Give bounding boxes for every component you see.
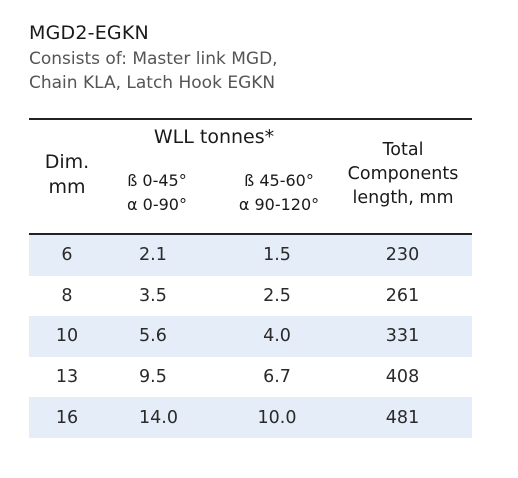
header-wll-range-1: ß 0-45° α 0-90°	[111, 169, 203, 217]
product-description: Consists of: Master link MGD, Chain KLA,…	[29, 47, 278, 95]
table-header-rule	[29, 233, 472, 235]
header-alpha-range: α 0-90°	[127, 195, 187, 214]
header-alpha-range: α 90-120°	[238, 195, 320, 214]
cell-wll-2: 10.0	[257, 407, 297, 428]
cell-length: 408	[385, 367, 420, 388]
table-row: 6 2.1 1.5 230	[29, 235, 472, 276]
header-dim: Dim. mm	[29, 150, 105, 200]
header-wll-range-2: ß 45-60° α 90-120°	[223, 169, 335, 217]
table-row: 13 9.5 6.7 408	[29, 357, 472, 398]
cell-wll-1: 14.0	[139, 407, 178, 428]
table-row: 16 14.0 10.0 481	[29, 397, 472, 438]
header-beta-range: ß 0-45°	[127, 171, 187, 190]
table-row: 8 3.5 2.5 261	[29, 276, 472, 317]
header-total-line: Components	[347, 164, 459, 184]
table-row: 10 5.6 4.0 331	[29, 316, 472, 357]
cell-wll-1: 9.5	[139, 367, 167, 388]
header-beta-range: ß 45-60°	[244, 171, 314, 190]
cell-length: 261	[385, 285, 420, 306]
cell-wll-2: 6.7	[263, 367, 291, 388]
cell-dim: 10	[55, 326, 79, 347]
cell-dim: 6	[61, 245, 73, 266]
cell-wll-2: 1.5	[263, 245, 291, 266]
cell-dim: 13	[55, 367, 79, 388]
cell-wll-1: 3.5	[139, 285, 167, 306]
header-wll: WLL tonnes*	[153, 126, 275, 148]
cell-length: 481	[385, 407, 420, 428]
header-total-length: Total Components length, mm	[334, 138, 472, 210]
cell-wll-2: 2.5	[263, 285, 291, 306]
table-top-rule	[29, 118, 472, 120]
table-body: 6 2.1 1.5 230 8 3.5 2.5 261 10 5.6 4.0 3…	[29, 235, 472, 438]
header-dim-label: Dim.	[44, 151, 90, 173]
cell-dim: 16	[55, 407, 79, 428]
cell-length: 230	[385, 245, 420, 266]
cell-wll-2: 4.0	[263, 326, 291, 347]
cell-length: 331	[385, 326, 420, 347]
cell-wll-1: 5.6	[139, 326, 167, 347]
cell-dim: 8	[61, 285, 73, 306]
cell-wll-1: 2.1	[139, 245, 167, 266]
description-line: Consists of: Master link MGD,	[29, 49, 278, 69]
header-total-line: length, mm	[352, 188, 454, 208]
description-line: Chain KLA, Latch Hook EGKN	[29, 73, 276, 93]
product-code: MGD2-EGKN	[29, 22, 149, 44]
header-total-line: Total	[382, 140, 424, 160]
header-dim-unit: mm	[48, 176, 86, 198]
